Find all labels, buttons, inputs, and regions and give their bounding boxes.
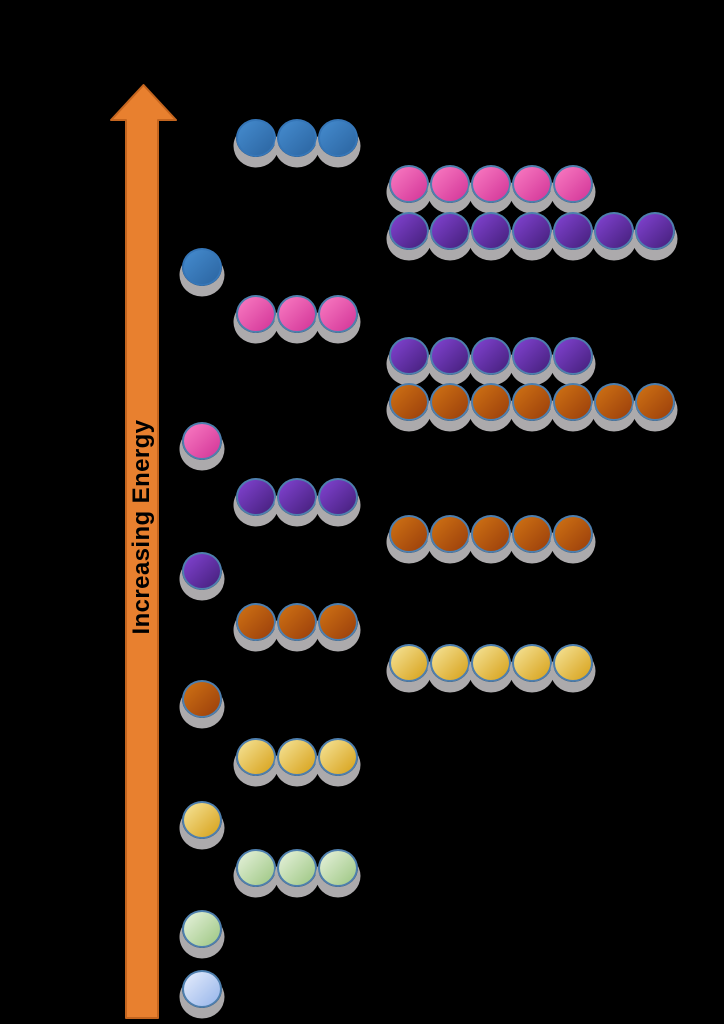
orbital-circle-4d-4 [512,515,552,553]
orbital-circle-4d-2 [430,515,470,553]
orbital-circle-3p-1 [236,738,276,776]
orbital-row-3p [236,738,358,776]
orbital-circle-2p-2 [277,849,317,887]
orbital-circle-3d-2 [430,644,470,682]
orbital-circle-4d-5 [553,515,593,553]
orbital-circle-2p-1 [236,849,276,887]
orbital-circle-3p-2 [277,738,317,776]
orbital-row-3s [182,801,222,839]
increasing-energy-arrow [110,84,177,1019]
orbital-circle-4s-1 [182,680,222,718]
orbital-circle-3d-5 [553,644,593,682]
orbital-circle-5d-4 [512,337,552,375]
orbital-circle-5d-2 [430,337,470,375]
orbital-circle-4p-2 [277,603,317,641]
orbital-circle-4f-3 [471,383,511,421]
orbital-circle-5s-1 [182,552,222,590]
orbital-circle-5f-6 [594,212,634,250]
orbital-circle-3d-4 [512,644,552,682]
orbital-circle-6d-1 [389,165,429,203]
orbital-circle-5p-3 [318,478,358,516]
orbital-circle-5f-7 [635,212,675,250]
orbital-circle-5d-3 [471,337,511,375]
orbital-circle-5f-1 [389,212,429,250]
orbital-circle-4f-7 [635,383,675,421]
orbital-row-5s [182,552,222,590]
orbital-circle-7s-1 [182,248,222,286]
orbital-row-3d [389,644,593,682]
orbital-circle-6d-5 [553,165,593,203]
orbital-row-2s [182,910,222,948]
orbital-circle-3d-1 [389,644,429,682]
orbital-circle-6d-2 [430,165,470,203]
orbital-circle-2s-1 [182,910,222,948]
orbital-row-5f [389,212,675,250]
orbital-circle-5p-1 [236,478,276,516]
orbital-circle-4p-3 [318,603,358,641]
orbital-circle-4d-1 [389,515,429,553]
orbital-row-4d [389,515,593,553]
orbital-circle-5f-5 [553,212,593,250]
orbital-row-6d [389,165,593,203]
orbital-circle-6d-3 [471,165,511,203]
orbital-row-4p [236,603,358,641]
orbital-circle-4f-6 [594,383,634,421]
orbital-circle-6p-2 [277,295,317,333]
orbital-row-7p [236,119,358,157]
orbital-circle-3p-3 [318,738,358,776]
orbital-circle-4f-2 [430,383,470,421]
orbital-circle-5f-2 [430,212,470,250]
orbital-row-4f [389,383,675,421]
orbital-circle-7p-2 [277,119,317,157]
orbital-circle-5f-4 [512,212,552,250]
orbital-circle-7p-3 [318,119,358,157]
orbital-row-2p [236,849,358,887]
orbital-circle-6d-4 [512,165,552,203]
orbital-row-7s [182,248,222,286]
orbital-row-5d [389,337,593,375]
orbital-row-6p [236,295,358,333]
orbital-circle-7p-1 [236,119,276,157]
orbital-circle-3s-1 [182,801,222,839]
orbital-circle-4d-3 [471,515,511,553]
increasing-energy-label: Increasing Energy [128,419,155,635]
orbital-circle-4f-1 [389,383,429,421]
orbital-circle-1s-1 [182,970,222,1008]
orbital-circle-5d-1 [389,337,429,375]
orbital-row-4s [182,680,222,718]
orbital-circle-5f-3 [471,212,511,250]
orbital-circle-2p-3 [318,849,358,887]
orbital-circle-6p-3 [318,295,358,333]
orbital-circle-5p-2 [277,478,317,516]
orbital-row-5p [236,478,358,516]
orbital-circle-4p-1 [236,603,276,641]
orbital-row-6s [182,422,222,460]
orbital-circle-4f-4 [512,383,552,421]
up-arrow-icon [110,84,177,1019]
orbital-circle-6s-1 [182,422,222,460]
orbital-circle-6p-1 [236,295,276,333]
orbital-circle-3d-3 [471,644,511,682]
orbital-circle-5d-5 [553,337,593,375]
orbital-row-1s [182,970,222,1008]
orbital-circle-4f-5 [553,383,593,421]
